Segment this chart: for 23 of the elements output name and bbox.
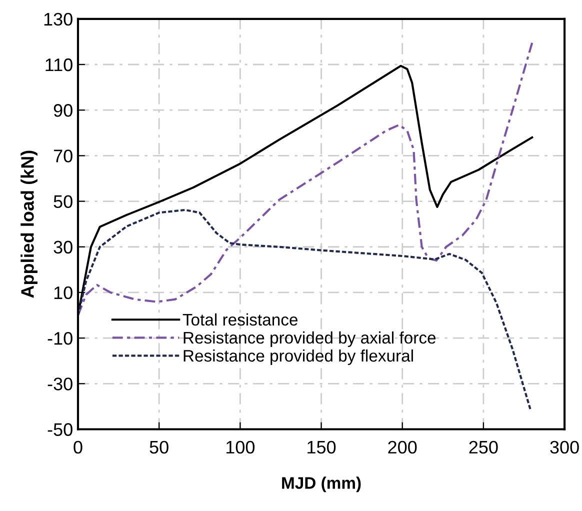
x-tick-label: 250 <box>469 440 498 454</box>
y-tick-label: 110 <box>46 58 72 72</box>
x-tick-label: 100 <box>226 440 255 454</box>
x-tick-label: 150 <box>308 440 336 454</box>
y-tick-label: 30 <box>54 240 72 254</box>
y-tick-label: 50 <box>54 195 72 208</box>
y-tick-label: 130 <box>44 12 72 26</box>
y-tick-label: 70 <box>54 150 72 162</box>
x-tick-label: 200 <box>388 440 417 454</box>
legend-label: Resistance provided by axial force <box>184 331 436 347</box>
y-axis-title: Applied load (kN) <box>20 150 38 298</box>
x-tick-label: 50 <box>150 440 168 454</box>
y-tick-label: -10 <box>48 332 72 345</box>
legend-label: Resistance provided by flexural <box>184 349 413 365</box>
legend-label: Total resistance <box>182 313 298 326</box>
line-series <box>78 208 532 411</box>
y-tick-label: 10 <box>54 286 72 300</box>
x-tick-label: 300 <box>550 440 579 454</box>
y-tick-label: 90 <box>54 104 72 117</box>
x-axis-title: MJD (mm) <box>282 476 361 492</box>
x-tick-label: 0 <box>74 440 82 454</box>
y-tick-label: -50 <box>48 423 72 436</box>
y-tick-label: -30 <box>48 378 72 390</box>
